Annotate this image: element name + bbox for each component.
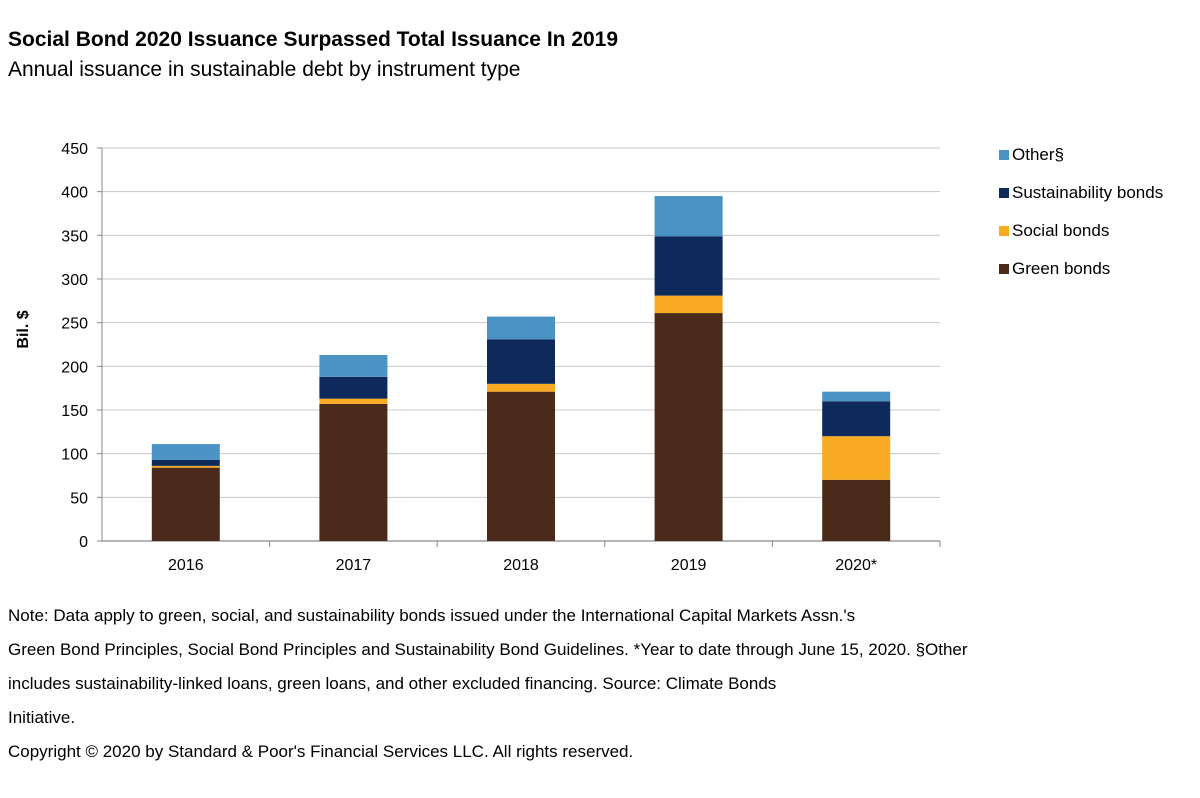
note-line: Green Bond Principles, Social Bond Princ… [8,640,968,659]
bar-sustainability-bonds [151,459,220,466]
bar-sustainability-bonds [822,401,891,437]
y-tick-label: 200 [61,359,88,376]
legend-swatch [999,150,1009,160]
bar-other [822,391,891,402]
chart-subtitle: Annual issuance in sustainable debt by i… [8,58,521,81]
bar-green-bonds [151,467,220,541]
y-tick-label: 0 [79,534,88,551]
x-axis-ticks: 2016 2017 2018 2019 2020* [168,541,941,574]
x-tick-label: 2018 [503,557,539,574]
bars [151,196,891,541]
y-axis-label: Bil. $ [15,310,32,348]
bar-social-bonds [822,436,891,480]
legend-swatch [999,188,1009,198]
legend-label: Social bonds [1012,221,1109,240]
legend-label: Other§ [1012,145,1064,164]
chart-title: Social Bond 2020 Issuance Surpassed Tota… [8,28,619,51]
legend: Other§ Sustainability bonds Social bonds Gr… [999,145,1163,278]
bar-green-bonds [487,391,555,541]
bar-social-bonds [319,398,388,404]
bar-other [487,316,555,340]
note-line: includes sustainability-linked loans, gr… [8,674,777,693]
bar-green-bonds [654,313,723,541]
y-tick-label: 100 [61,447,88,464]
bar-other [151,444,220,460]
x-tick-label: 2020* [835,557,877,574]
bar-green-bonds [822,479,891,541]
x-tick-label: 2016 [168,557,204,574]
bar-social-bonds [487,383,555,392]
bar-sustainability-bonds [487,339,555,384]
y-tick-label: 250 [61,316,88,333]
notes: Note: Data apply to green, social, and s… [8,599,1188,769]
legend-label: Sustainability bonds [1012,183,1163,202]
y-tick-label: 50 [70,490,88,507]
note-line: Note: Data apply to green, social, and s… [8,606,856,625]
legend-swatch [999,226,1009,236]
y-tick-label: 450 [61,141,88,158]
bar-sustainability-bonds [654,236,723,296]
stacked-bar-chart: 0 50 100 150 200 250 300 350 400 450 2016 2017 2018… [15,141,1163,574]
y-axis-ticks: 0 50 100 150 200 250 300 350 400 450 [61,141,88,551]
legend-label: Green bonds [1012,259,1110,278]
bar-social-bonds [654,295,723,314]
copyright: Copyright © 2020 by Standard & Poor's Fi… [8,742,634,761]
x-tick-label: 2017 [336,557,372,574]
y-tick-label: 350 [61,228,88,245]
bar-other [654,196,723,237]
y-tick-label: 400 [61,185,88,202]
legend-swatch [999,264,1009,274]
y-tick-label: 150 [61,403,88,420]
note-line: Initiative. [8,708,76,727]
bar-green-bonds [319,403,388,541]
bar-other [319,354,388,377]
y-tick-label: 300 [61,272,88,289]
x-tick-label: 2019 [671,557,707,574]
bar-social-bonds [151,465,220,468]
bar-sustainability-bonds [319,376,388,399]
